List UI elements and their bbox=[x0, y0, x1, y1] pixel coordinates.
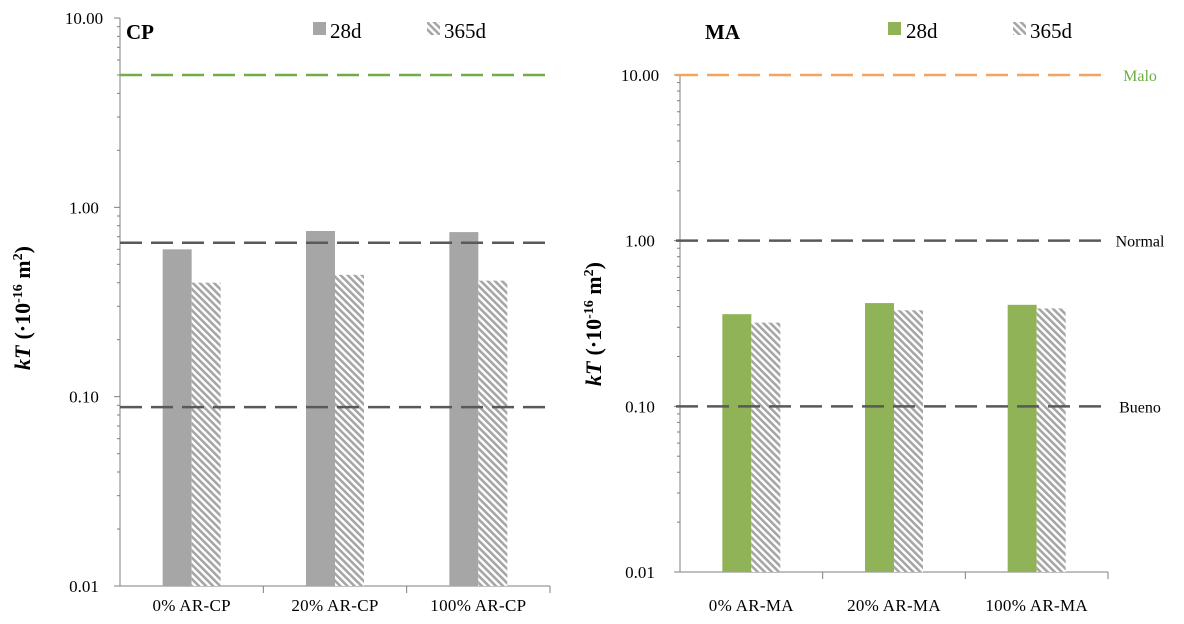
bars bbox=[722, 303, 1066, 572]
y-axis-title-exp: -16 bbox=[11, 284, 26, 303]
legend-label-28d: 28d bbox=[906, 19, 938, 43]
y-tick-label: 0.01 bbox=[69, 577, 99, 596]
y-axis-title-unit2: m bbox=[10, 260, 35, 284]
bar-28d-1 bbox=[865, 303, 894, 572]
y-axis-title-base: kT bbox=[581, 360, 606, 386]
bar-28d-2 bbox=[1007, 304, 1037, 572]
category-labels: 0% AR-CP 20% AR-CP 100% AR-CP bbox=[152, 596, 526, 615]
bar-365d-0 bbox=[751, 322, 781, 572]
y-axis-title-close: ) bbox=[10, 246, 35, 253]
y-tick-label: 10.00 bbox=[621, 66, 659, 85]
legend-swatch-28d bbox=[888, 22, 901, 35]
reference-label: Bueno bbox=[1119, 399, 1161, 416]
reference-label: Normal bbox=[1116, 234, 1165, 251]
y-axis-title-unit2: m bbox=[581, 276, 606, 300]
y-axis-title: kT (·10-16 m2) bbox=[10, 246, 35, 370]
reference-lines bbox=[676, 73, 1108, 408]
legend-swatch-28d bbox=[313, 22, 326, 35]
reference-label: Malo bbox=[1123, 68, 1157, 85]
chart-panel-ma: MA 28d 365d kT (·10-16 m2) 0.01 0.10 1.00 10… bbox=[581, 19, 1165, 615]
y-axis-title-unit: (·10 bbox=[10, 303, 35, 340]
x-tick-label: 0% AR-MA bbox=[709, 596, 794, 615]
y-tick-label: 10.00 bbox=[65, 9, 103, 28]
x-tick-label: 20% AR-CP bbox=[291, 596, 378, 615]
bar-28d-0 bbox=[162, 249, 192, 586]
legend-label-28d: 28d bbox=[330, 19, 362, 43]
x-tick-label: 100% AR-CP bbox=[430, 596, 526, 615]
y-tick-label: 0.01 bbox=[625, 563, 655, 582]
chart-panel-cp: CP 28d 365d kT (·10-16 m2) 0.01 0.10 1.00 10… bbox=[10, 9, 551, 615]
bar-28d-1 bbox=[306, 230, 335, 586]
bar-28d-2 bbox=[449, 232, 479, 586]
legend: 28d 365d bbox=[313, 19, 487, 43]
legend-swatch-365d bbox=[1013, 22, 1026, 35]
legend-label-365d: 365d bbox=[444, 19, 487, 43]
bar-365d-1 bbox=[335, 274, 364, 586]
y-axis-title-exp2: 2 bbox=[11, 253, 26, 260]
y-tick-label: 1.00 bbox=[69, 198, 99, 217]
bar-365d-2 bbox=[1036, 308, 1066, 572]
legend-label-365d: 365d bbox=[1030, 19, 1073, 43]
reference-labels: Malo Normal Bueno bbox=[1116, 68, 1165, 416]
x-tick-label: 100% AR-MA bbox=[985, 596, 1088, 615]
reference-lines bbox=[120, 73, 545, 409]
panel-title: CP bbox=[126, 20, 154, 44]
legend: 28d 365d bbox=[888, 19, 1073, 43]
y-tick-label: 0.10 bbox=[69, 388, 99, 407]
bar-365d-0 bbox=[191, 282, 221, 586]
y-axis-title-close: ) bbox=[581, 262, 606, 269]
y-axis-title: kT (·10-16 m2) bbox=[581, 262, 606, 386]
bar-365d-1 bbox=[894, 310, 923, 572]
y-tick-label: 1.00 bbox=[625, 232, 655, 251]
x-tick-label: 0% AR-CP bbox=[152, 596, 230, 615]
x-tick-label: 20% AR-MA bbox=[847, 596, 941, 615]
bar-28d-0 bbox=[722, 314, 752, 572]
bar-365d-2 bbox=[478, 280, 508, 586]
legend-swatch-365d bbox=[427, 22, 440, 35]
y-tick-labels: 0.01 0.10 1.00 10.00 bbox=[65, 9, 103, 596]
y-axis-title-exp2: 2 bbox=[582, 269, 597, 276]
y-axis-title-unit: (·10 bbox=[581, 319, 606, 356]
category-labels: 0% AR-MA 20% AR-MA 100% AR-MA bbox=[709, 596, 1088, 615]
y-axis-title-base: kT bbox=[10, 344, 35, 370]
y-tick-labels: 0.01 0.10 1.00 10.00 bbox=[621, 66, 659, 582]
panel-title: MA bbox=[705, 20, 741, 44]
y-axis-title-exp: -16 bbox=[582, 300, 597, 319]
y-tick-label: 0.10 bbox=[625, 397, 655, 416]
bars bbox=[162, 230, 508, 586]
